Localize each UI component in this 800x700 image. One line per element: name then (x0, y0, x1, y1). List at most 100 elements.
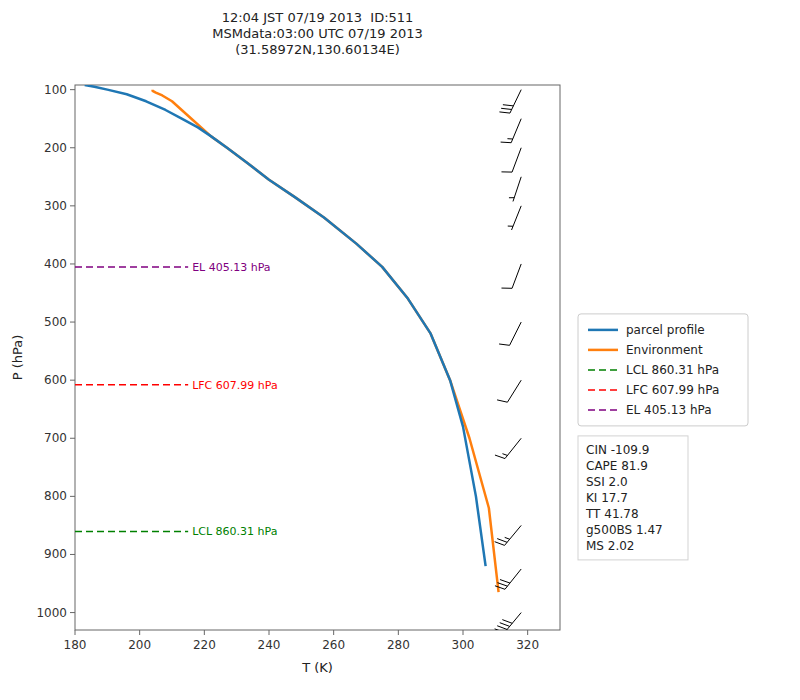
x-tick-label: 320 (516, 638, 539, 652)
series-line (75, 266, 188, 268)
y-tick (70, 147, 75, 148)
y-tick-label: 300 (44, 199, 67, 213)
title-line: 12:04 JST 07/19 2013 ID:511 (222, 10, 414, 25)
barb-feather (495, 455, 505, 459)
series-line (153, 90, 499, 593)
y-tick-label: 900 (44, 547, 67, 561)
legend-label: LFC 607.99 hPa (626, 383, 719, 397)
x-tick (333, 630, 334, 635)
y-tick (70, 380, 75, 381)
legend-swatch (588, 369, 618, 371)
x-tick-label: 180 (64, 638, 87, 652)
line-label: EL 405.13 hPa (192, 261, 270, 274)
y-tick (70, 89, 75, 90)
stats-text: g500BS 1.47 (586, 523, 663, 537)
barb-feather (501, 288, 512, 289)
wind-barb (509, 177, 521, 202)
barb-feather (495, 629, 505, 630)
barb-feather (495, 586, 505, 590)
y-tick-label: 800 (44, 489, 67, 503)
legend-frame (578, 314, 748, 426)
line-label: LCL 860.31 hPa (192, 525, 277, 538)
barb-feather (501, 142, 512, 144)
barb-feather (497, 400, 507, 402)
barb-shaft (507, 380, 521, 402)
barb-half-feather (507, 138, 512, 139)
barb-half-feather (502, 454, 507, 456)
x-tick (139, 630, 140, 635)
y-tick-label: 700 (44, 431, 67, 445)
series-line (75, 384, 188, 386)
barb-half-feather (505, 537, 510, 539)
y-axis-label: P (hPa) (10, 335, 25, 381)
title-line: (31.58972N,130.60134E) (235, 42, 400, 57)
x-tick (398, 630, 399, 635)
x-tick (269, 630, 270, 635)
barb-feather (500, 580, 510, 584)
wind-barb (501, 148, 521, 172)
x-tick-label: 300 (452, 638, 475, 652)
y-tick (70, 612, 75, 613)
y-tick-label: 100 (44, 83, 67, 97)
stats-text: TT 41.78 (585, 507, 639, 521)
barb-feather (497, 539, 507, 543)
wind-barb (497, 380, 521, 402)
barb-feather (502, 620, 512, 624)
title-line: MSMdata:03:00 UTC 07/19 2013 (212, 26, 423, 41)
barb-half-feather (508, 226, 513, 227)
barb-feather (499, 112, 510, 113)
chart: 12:04 JST 07/19 2013 ID:511MSMdata:03:00… (0, 0, 800, 700)
barb-shaft (510, 322, 522, 345)
y-tick-label: 600 (44, 373, 67, 387)
stats-text: CAPE 81.9 (586, 459, 648, 473)
y-tick-label: 500 (44, 315, 67, 329)
line-label: LFC 607.99 hPa (192, 379, 277, 392)
barb-feather (495, 542, 505, 546)
legend-label: LCL 860.31 hPa (626, 363, 719, 377)
x-tick-label: 200 (128, 638, 151, 652)
barb-feather (501, 108, 512, 109)
series-line (85, 85, 486, 566)
y-tick (70, 438, 75, 439)
wind-barb (508, 206, 521, 230)
y-tick (70, 496, 75, 497)
wind-barb (495, 525, 522, 545)
stats-text: MS 2.02 (586, 539, 635, 553)
legend-label: parcel profile (626, 323, 705, 337)
legend-swatch (588, 409, 618, 411)
barb-feather (500, 623, 510, 627)
wind-barb (501, 119, 522, 143)
x-tick-label: 220 (193, 638, 216, 652)
legend-swatch (588, 349, 618, 352)
wind-barbs (495, 90, 522, 630)
y-tick-label: 1000 (36, 606, 67, 620)
plot-frame (75, 85, 560, 630)
barb-feather (501, 171, 512, 172)
wind-barb (501, 264, 521, 288)
legend-label: Environment (626, 343, 703, 357)
title: 12:04 JST 07/19 2013 ID:511MSMdata:03:00… (212, 10, 423, 57)
series-line (75, 531, 188, 533)
legend-swatch (588, 329, 618, 332)
y-tick-label: 400 (44, 257, 67, 271)
legend-label: EL 405.13 hPa (626, 403, 712, 417)
wind-barb (495, 438, 521, 458)
x-tick (75, 630, 76, 635)
y-tick-label: 200 (44, 141, 67, 155)
stats-box: CIN -109.9CAPE 81.9SSI 2.0KI 17.7TT 41.7… (578, 436, 688, 560)
x-tick-label: 280 (387, 638, 410, 652)
barb-feather (497, 626, 507, 630)
barb-shaft (512, 148, 521, 172)
wind-barb (495, 613, 522, 630)
y-tick (70, 205, 75, 206)
barb-shaft (512, 264, 521, 288)
stats-text: KI 17.7 (586, 491, 628, 505)
x-axis-label: T (K) (301, 660, 333, 675)
legend: parcel profile Environment LCL 860.31 hPa L… (578, 314, 748, 426)
barb-feather (503, 105, 514, 106)
barb-feather (499, 344, 510, 345)
x-tick (204, 630, 205, 635)
x-tick-label: 260 (322, 638, 345, 652)
barb-half-feather (509, 197, 514, 198)
stats-frame (578, 436, 688, 560)
